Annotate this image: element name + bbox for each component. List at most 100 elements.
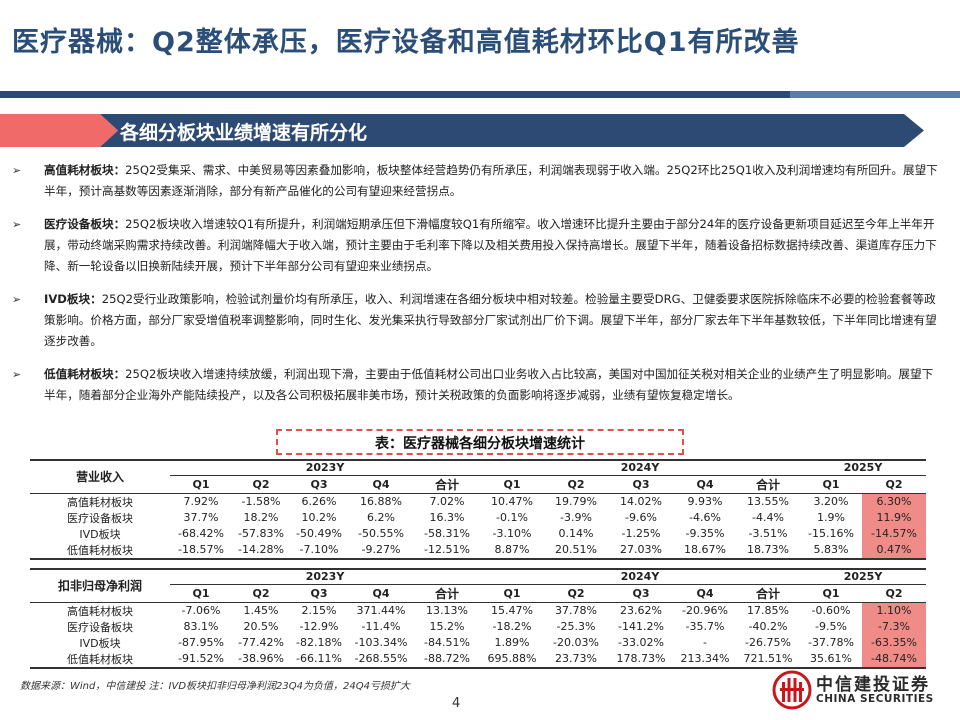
title-divider <box>0 91 960 98</box>
row-label: IVD板块 <box>79 636 121 650</box>
table-cell: -20.03% <box>553 636 599 650</box>
table-cell: 37.7% <box>183 511 219 525</box>
table-cell: -7.06% <box>181 604 221 618</box>
table-cell: -50.55% <box>358 527 404 541</box>
table-cell: -12.51% <box>414 541 480 560</box>
table-cell: -50.49% <box>296 527 342 541</box>
table-cell: -57.83% <box>238 527 284 541</box>
table-cell: 213.34% <box>674 650 736 669</box>
table-cell: -4.4% <box>752 511 784 525</box>
table-cell: 14.02% <box>620 495 662 509</box>
quarter-header: Q1 <box>800 584 862 603</box>
table-cell: -15.16% <box>808 527 854 541</box>
table-cell: -38.96% <box>232 650 290 669</box>
arrow-bullet-icon: ➢ <box>12 164 22 177</box>
quarter-header: Q4 <box>674 475 736 494</box>
quarter-header: Q2 <box>862 475 926 494</box>
table-cell: 371.44% <box>356 604 406 618</box>
banner-shape <box>0 114 924 147</box>
table-cell: 15.47% <box>491 604 533 618</box>
quarter-header: 合计 <box>414 584 480 603</box>
table-caption-box: 表：医疗器械各细分板块增速统计 <box>276 429 684 455</box>
table-label: 扣非归母净利润 <box>30 567 170 603</box>
table-cell: -40.2% <box>748 620 788 634</box>
table-cell: 35.61% <box>800 650 862 669</box>
table-cell: -63.35% <box>862 634 926 651</box>
quarter-header: Q1 <box>170 584 232 603</box>
data-source-note: 数据来源：Wind，中信建投 注：IVD板块扣非归母净利润23Q4为负值，24Q… <box>20 681 410 692</box>
table-cell: -14.28% <box>232 541 290 560</box>
table-cell: -87.95% <box>178 636 224 650</box>
table-cell: -11.4% <box>361 620 401 634</box>
logo-text-en: CHINA SECURITIES <box>816 693 934 705</box>
bullet-list: ➢ 高值耗材板块：25Q2受集采、需求、中美贸易等因素叠加影响，板块整体经营趋势… <box>12 160 944 418</box>
year-header: 2023Y <box>170 458 480 476</box>
table-cell: 8.87% <box>480 541 544 560</box>
table-cell: -58.31% <box>424 527 470 541</box>
quarter-header: Q3 <box>608 584 674 603</box>
bullet-heading: 低值耗材板块： <box>44 367 126 381</box>
quarter-header: Q2 <box>232 584 290 603</box>
row-label: 高值耗材板块 <box>67 495 133 509</box>
table-cell: -26.75% <box>745 636 791 650</box>
table-cell: 11.9% <box>862 509 926 526</box>
quarter-header: 合计 <box>414 475 480 494</box>
table-row: 医疗设备板块 37.7% 18.2% 10.2% 6.2% 16.3% -0.1% -3.9%… <box>30 509 926 526</box>
table-cell: -68.42% <box>178 527 224 541</box>
table-cell: -77.42% <box>238 636 284 650</box>
table-cell: 83.1% <box>183 620 219 634</box>
table-cell: -9.5% <box>815 620 847 634</box>
year-header: 2025Y <box>800 567 926 585</box>
table-label: 营业收入 <box>30 458 170 494</box>
table-cell: 7.02% <box>429 495 465 509</box>
table-cell: 6.26% <box>301 495 337 509</box>
quarter-header: Q4 <box>674 584 736 603</box>
table-cell: 15.2% <box>429 620 465 634</box>
bullet-ivd: ➢ IVD板块：25Q2受行业政策影响，检验试剂量价均有所承压，收入、利润增速在… <box>12 289 944 352</box>
table-cell: -0.60% <box>811 604 851 618</box>
table-cell: 18.73% <box>736 541 800 560</box>
table-row: 医疗设备板块 83.1% 20.5% -12.9% -11.4% 15.2% -18.2% -… <box>30 618 926 635</box>
table-cell: -33.02% <box>618 636 664 650</box>
table-row: IVD板块 -68.42% -57.83% -50.49% -50.55% -58.31%… <box>30 525 926 542</box>
quarter-header: Q2 <box>544 584 608 603</box>
quarter-header: Q4 <box>348 584 414 603</box>
table-cell: 1.9% <box>817 511 845 525</box>
bullet-heading: 医疗设备板块： <box>44 217 126 231</box>
page-title: 医疗器械：Q2整体承压，医疗设备和高值耗材环比Q1有所改善 <box>12 27 800 58</box>
quarter-header: 合计 <box>736 584 800 603</box>
table-cell: - <box>703 636 707 650</box>
year-header: 2024Y <box>480 567 800 585</box>
section-banner-text: 各细分板块业绩增速有所分化 <box>120 122 368 144</box>
table-cell: -12.9% <box>299 620 339 634</box>
table-cell: -3.9% <box>560 511 592 525</box>
table-cell: 0.14% <box>558 527 594 541</box>
table-cell: -18.57% <box>170 541 232 560</box>
quarter-header: Q1 <box>480 584 544 603</box>
table-cell: 13.55% <box>747 495 789 509</box>
table-cell: 10.47% <box>491 495 533 509</box>
page-number: 4 <box>452 696 461 711</box>
quarter-header: Q3 <box>290 584 348 603</box>
table-cell: 16.3% <box>429 511 465 525</box>
table-cell: -84.51% <box>424 636 470 650</box>
table-cell: -103.34% <box>354 636 408 650</box>
table-cell: -7.3% <box>862 618 926 635</box>
table-cell: 6.30% <box>862 493 926 510</box>
table-cell: 16.88% <box>360 495 402 509</box>
table-cell: 17.85% <box>747 604 789 618</box>
table-cell: 3.20% <box>813 495 849 509</box>
table-cell: -82.18% <box>296 636 342 650</box>
table-cell: 9.93% <box>687 495 723 509</box>
table-cell: 19.79% <box>555 495 597 509</box>
table-cell: 13.13% <box>426 604 468 618</box>
table-cell: 18.67% <box>674 541 736 560</box>
table-cell: -88.72% <box>414 650 480 669</box>
bullet-body: 25Q2受集采、需求、中美贸易等因素叠加影响，板块整体经营趋势仍有所承压，利润端… <box>44 163 938 198</box>
table-cell: 5.83% <box>800 541 862 560</box>
bullet-body: 25Q2受行业政策影响，检验试剂量价均有所承压，收入、利润增速在各细分板块中相对… <box>44 292 937 348</box>
section-banner: 各细分板块业绩增速有所分化 <box>0 114 924 147</box>
table-cell: -9.6% <box>625 511 657 525</box>
table-cell: 1.89% <box>494 636 530 650</box>
table-cell: -37.78% <box>808 636 854 650</box>
